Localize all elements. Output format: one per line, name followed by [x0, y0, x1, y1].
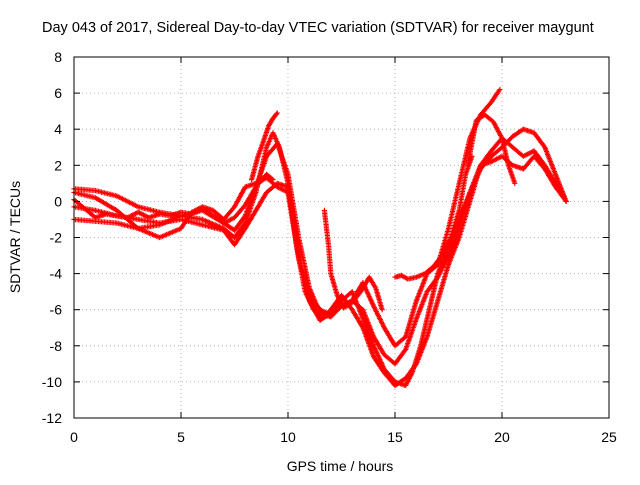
axis-ticks: 0 5 10 15 20 25 -12 -10 -8 -6 -4 -2 0 2 4 6 8: [42, 49, 617, 445]
x-axis-label: GPS time / hours: [287, 458, 394, 474]
series-markers: [321, 207, 385, 313]
series-track-9: [249, 110, 280, 183]
y-tick-label: 0: [54, 193, 62, 209]
y-tick-label: -4: [50, 266, 63, 282]
y-tick-label: -8: [50, 338, 63, 354]
y-tick-label: 4: [54, 121, 62, 137]
grid-lines: [74, 57, 609, 418]
x-tick-label: 5: [177, 429, 185, 445]
y-tick-label: -6: [50, 302, 63, 318]
x-tick-label: 10: [280, 429, 296, 445]
y-tick-label: 6: [54, 85, 62, 101]
x-tick-label: 15: [387, 429, 403, 445]
x-tick-label: 20: [494, 429, 510, 445]
y-tick-label: -2: [50, 230, 63, 246]
y-axis-label: SDTVAR / TECUs: [7, 181, 23, 293]
y-tick-label: -12: [42, 410, 62, 426]
y-tick-label: 8: [54, 49, 62, 65]
series-markers: [249, 110, 280, 183]
series-track-8: [465, 112, 518, 186]
series-markers: [465, 112, 518, 186]
x-tick-label: 25: [601, 429, 617, 445]
y-tick-label: -10: [42, 374, 62, 390]
x-tick-label: 0: [70, 429, 78, 445]
chart-title: Day 043 of 2017, Sidereal Day-to-day VTE…: [42, 20, 594, 36]
series-track-6: [321, 207, 385, 313]
y-tick-label: 2: [54, 157, 62, 173]
series-track-7: [392, 153, 475, 282]
series-markers: [392, 153, 475, 282]
